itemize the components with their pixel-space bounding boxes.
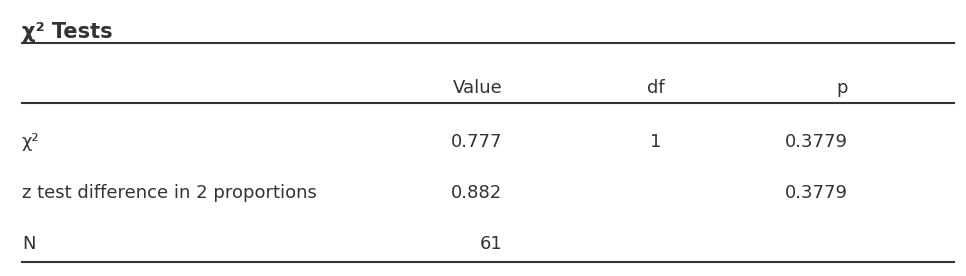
Text: χ² Tests: χ² Tests [22, 22, 113, 42]
Text: df: df [647, 78, 665, 97]
Text: χ²: χ² [22, 132, 40, 151]
Text: 1: 1 [650, 132, 662, 151]
Text: p: p [837, 78, 848, 97]
Text: Value: Value [452, 78, 502, 97]
Text: N: N [22, 235, 36, 253]
Text: 0.882: 0.882 [451, 184, 502, 202]
Text: 0.777: 0.777 [451, 132, 502, 151]
Text: 61: 61 [479, 235, 502, 253]
Text: 0.3779: 0.3779 [785, 132, 848, 151]
Text: z test difference in 2 proportions: z test difference in 2 proportions [22, 184, 317, 202]
Text: 0.3779: 0.3779 [785, 184, 848, 202]
